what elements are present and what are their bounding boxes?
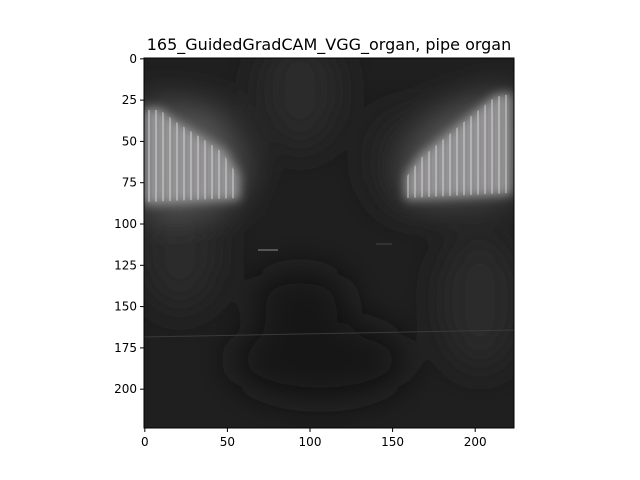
y-tick-label: 150	[114, 300, 137, 314]
plot-title: 165_GuidedGradCAM_VGG_organ, pipe organ	[147, 35, 512, 55]
y-tick-label: 200	[114, 382, 137, 396]
x-tick-label: 150	[381, 435, 404, 449]
y-tick-label: 100	[114, 217, 137, 231]
x-tick-label: 100	[299, 435, 322, 449]
pipes-left-detail	[146, 110, 238, 202]
y-axis: 0 25 50 75 100 125 150 175 200	[114, 52, 144, 396]
x-tick-label: 0	[141, 435, 149, 449]
pipes-right-detail	[407, 94, 510, 198]
x-tick-label: 50	[220, 435, 235, 449]
y-tick-label: 75	[122, 176, 137, 190]
y-tick-label: 25	[122, 93, 137, 107]
axes-frame	[143, 57, 515, 429]
y-tick-label: 125	[114, 258, 137, 272]
x-tick-label: 200	[464, 435, 487, 449]
y-tick-label: 50	[122, 134, 137, 148]
saliency-image	[144, 58, 514, 428]
y-tick-label: 175	[114, 341, 137, 355]
x-axis: 0 50 100 150 200	[141, 428, 487, 449]
y-tick-label: 0	[129, 52, 137, 66]
